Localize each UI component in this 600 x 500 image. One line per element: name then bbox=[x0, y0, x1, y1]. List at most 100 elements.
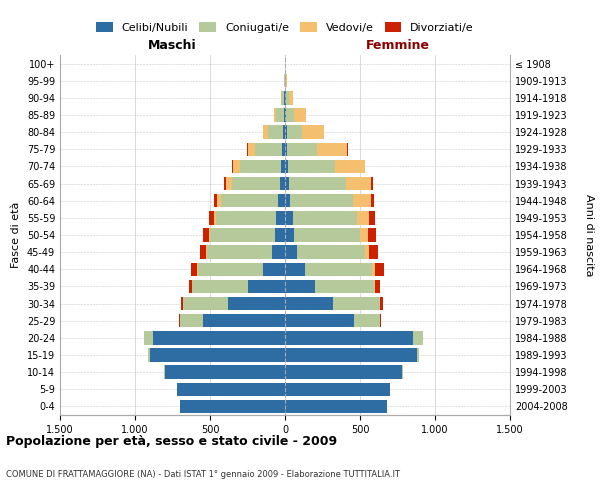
Bar bbox=[153, 331, 285, 344]
Bar bbox=[210, 228, 275, 241]
Bar bbox=[274, 108, 276, 122]
Bar bbox=[221, 194, 277, 207]
Bar bbox=[280, 177, 285, 190]
Bar bbox=[206, 246, 207, 259]
Bar bbox=[276, 108, 284, 122]
Y-axis label: Anni di nascita: Anni di nascita bbox=[584, 194, 594, 276]
Bar bbox=[217, 194, 221, 207]
Bar bbox=[281, 160, 285, 173]
Bar bbox=[367, 228, 376, 241]
Bar bbox=[288, 160, 335, 173]
Bar bbox=[290, 194, 353, 207]
Bar bbox=[255, 142, 282, 156]
Bar bbox=[317, 142, 347, 156]
Bar bbox=[165, 366, 285, 379]
Bar bbox=[164, 366, 165, 379]
Bar bbox=[248, 142, 255, 156]
Bar bbox=[216, 211, 276, 224]
Bar bbox=[263, 126, 268, 139]
Bar bbox=[402, 366, 403, 379]
Text: Popolazione per età, sesso e stato civile - 2009: Popolazione per età, sesso e stato civil… bbox=[6, 435, 337, 448]
Bar bbox=[285, 126, 287, 139]
Bar bbox=[302, 126, 324, 139]
Y-axis label: Fasce di età: Fasce di età bbox=[11, 202, 21, 268]
Bar bbox=[283, 126, 285, 139]
Bar bbox=[180, 400, 285, 413]
Bar bbox=[214, 211, 216, 224]
Bar bbox=[268, 126, 283, 139]
Bar bbox=[413, 331, 423, 344]
Bar bbox=[372, 262, 375, 276]
Bar bbox=[289, 177, 346, 190]
Bar bbox=[276, 211, 285, 224]
Bar bbox=[285, 366, 402, 379]
Bar bbox=[289, 91, 293, 104]
Bar bbox=[285, 246, 297, 259]
Bar bbox=[207, 246, 271, 259]
Bar bbox=[285, 280, 315, 293]
Bar bbox=[285, 142, 287, 156]
Bar bbox=[353, 194, 371, 207]
Bar bbox=[224, 177, 226, 190]
Bar bbox=[150, 348, 285, 362]
Bar bbox=[263, 262, 285, 276]
Bar bbox=[232, 160, 233, 173]
Bar bbox=[286, 108, 294, 122]
Bar bbox=[284, 74, 285, 88]
Bar bbox=[354, 314, 380, 328]
Bar bbox=[177, 382, 285, 396]
Bar bbox=[285, 297, 333, 310]
Bar bbox=[360, 228, 367, 241]
Bar bbox=[214, 194, 217, 207]
Bar bbox=[285, 314, 354, 328]
Bar bbox=[285, 348, 417, 362]
Bar bbox=[315, 280, 373, 293]
Bar bbox=[285, 262, 305, 276]
Bar bbox=[369, 211, 375, 224]
Bar bbox=[294, 108, 306, 122]
Text: COMUNE DI FRATTAMAGGIORE (NA) - Dati ISTAT 1° gennaio 2009 - Elaborazione TUTTIT: COMUNE DI FRATTAMAGGIORE (NA) - Dati IST… bbox=[6, 470, 400, 479]
Bar bbox=[285, 160, 288, 173]
Bar bbox=[200, 246, 206, 259]
Bar bbox=[346, 177, 371, 190]
Bar bbox=[305, 262, 372, 276]
Bar bbox=[284, 91, 285, 104]
Text: Femmine: Femmine bbox=[365, 38, 430, 52]
Bar bbox=[285, 91, 286, 104]
Bar bbox=[285, 211, 293, 224]
Bar bbox=[373, 280, 375, 293]
Bar bbox=[180, 314, 203, 328]
Bar bbox=[281, 91, 284, 104]
Bar bbox=[371, 177, 373, 190]
Bar bbox=[286, 74, 287, 88]
Bar bbox=[181, 297, 182, 310]
Bar bbox=[369, 246, 378, 259]
Bar bbox=[417, 348, 419, 362]
Bar bbox=[179, 314, 180, 328]
Bar bbox=[277, 194, 285, 207]
Legend: Celibi/Nubili, Coniugati/e, Vedovi/e, Divorziati/e: Celibi/Nubili, Coniugati/e, Vedovi/e, Di… bbox=[92, 18, 478, 37]
Bar bbox=[294, 228, 360, 241]
Bar bbox=[357, 211, 369, 224]
Bar bbox=[226, 177, 232, 190]
Bar bbox=[240, 160, 281, 173]
Bar bbox=[285, 177, 289, 190]
Bar bbox=[285, 400, 387, 413]
Bar bbox=[284, 108, 285, 122]
Bar bbox=[198, 262, 263, 276]
Bar bbox=[293, 211, 357, 224]
Bar bbox=[335, 160, 365, 173]
Text: Maschi: Maschi bbox=[148, 38, 197, 52]
Bar bbox=[248, 280, 285, 293]
Bar bbox=[197, 262, 198, 276]
Bar bbox=[285, 331, 413, 344]
Bar bbox=[285, 108, 286, 122]
Bar bbox=[285, 382, 390, 396]
Bar bbox=[375, 262, 384, 276]
Bar bbox=[282, 142, 285, 156]
Bar bbox=[333, 297, 380, 310]
Bar bbox=[188, 280, 191, 293]
Bar bbox=[203, 314, 285, 328]
Bar bbox=[375, 280, 380, 293]
Bar bbox=[271, 246, 285, 259]
